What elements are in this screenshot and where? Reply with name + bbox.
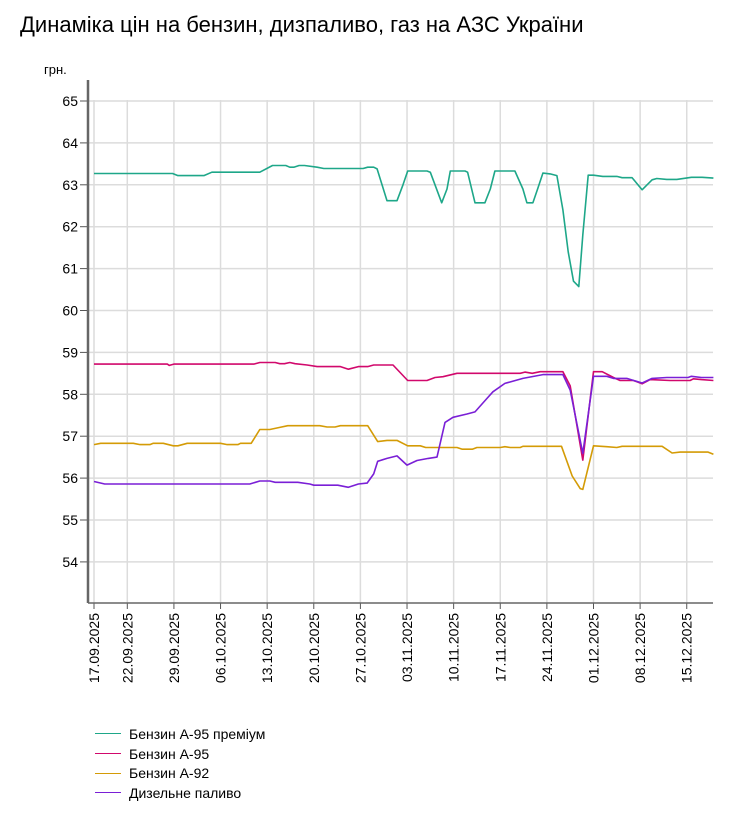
legend-label: Дизельне паливо [129, 784, 242, 801]
legend-label: Бензин А-92 [129, 765, 210, 782]
y-tick-label: 58 [62, 386, 78, 402]
x-tick-label: 08.12.2025 [632, 613, 648, 683]
y-tick-label: 60 [62, 303, 78, 319]
x-tick-label: 17.11.2025 [492, 613, 508, 682]
series-line-1 [94, 164, 714, 288]
series-line-2 [94, 361, 714, 461]
legend-line-swatch [95, 792, 121, 794]
y-tick-label: 62 [62, 219, 78, 235]
x-tick-label: 06.10.2025 [213, 613, 229, 683]
series-line-4 [93, 373, 714, 489]
legend-label: Бензин А-95 преміум [129, 725, 266, 742]
legend-item[interactable]: Бензин А-95 [95, 744, 265, 764]
y-tick-label: 61 [62, 261, 78, 277]
legend-label: Бензин А-95 [129, 745, 210, 762]
y-tick-label: 59 [62, 344, 78, 360]
x-tick-label: 27.10.2025 [352, 613, 368, 683]
series-line-3 [93, 424, 714, 491]
legend: Бензин А-95 преміум Бензин А-95 Бензин А-9… [95, 724, 265, 803]
y-tick-label: 57 [62, 428, 78, 444]
x-tick-label: 01.12.2025 [586, 613, 602, 683]
x-tick-label: 24.11.2025 [539, 613, 555, 682]
y-tick-label: 63 [62, 177, 78, 193]
legend-line-swatch [95, 733, 121, 735]
legend-item[interactable]: Бензин А-92 [95, 763, 265, 783]
y-axis-label: грн. [44, 62, 67, 77]
legend-line-swatch [95, 753, 121, 755]
x-tick-label: 17.09.2025 [86, 613, 102, 683]
x-tick-label: 10.11.2025 [446, 613, 462, 682]
y-tick-label: 55 [62, 512, 78, 528]
y-tick-label: 56 [62, 470, 78, 486]
x-tick-label: 13.10.2025 [259, 613, 275, 683]
x-tick-label: 03.11.2025 [399, 613, 415, 682]
x-tick-label: 29.09.2025 [166, 613, 182, 683]
legend-line-swatch [95, 772, 121, 774]
x-tick-label: 20.10.2025 [306, 613, 322, 683]
legend-item[interactable]: Бензин А-95 преміум [95, 724, 265, 744]
chart-title: Динаміка цін на бензин, дизпаливо, газ н… [20, 12, 584, 37]
y-tick-label: 65 [62, 93, 78, 109]
x-tick-label: 22.09.2025 [119, 613, 135, 683]
legend-item[interactable]: Дизельне паливо [95, 783, 265, 803]
y-tick-label: 64 [62, 135, 78, 151]
x-tick-label: 15.12.2025 [679, 613, 695, 683]
y-tick-label: 54 [62, 554, 78, 570]
